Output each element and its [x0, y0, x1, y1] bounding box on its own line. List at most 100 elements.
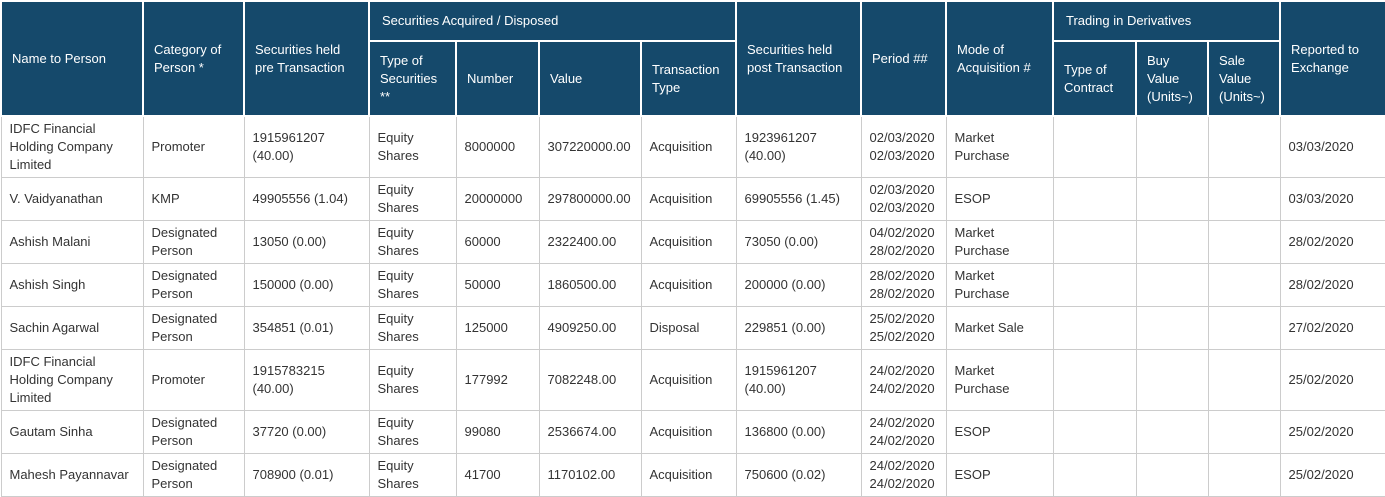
- cell-sec-type: Equity Shares: [368, 306, 457, 350]
- column-header-type-of-securities: Type of Securities **: [368, 40, 457, 117]
- group-header-trading-in-derivatives: Trading in Derivatives: [1051, 0, 1282, 42]
- cell-buy: [1135, 115, 1209, 178]
- period-to: 02/03/2020: [869, 148, 935, 163]
- cell-name: Gautam Sinha: [0, 410, 144, 454]
- cell-number: 125000: [455, 306, 540, 350]
- table-row: Mahesh Payannavar Designated Person 708900…: [0, 453, 1385, 497]
- cell-buy: [1135, 263, 1209, 307]
- period-from: 25/02/2020: [869, 311, 935, 326]
- cell-number: 50000: [455, 263, 540, 307]
- cell-number: 41700: [455, 453, 540, 497]
- cell-sale: [1207, 349, 1281, 411]
- cell-period: 04/02/2020 28/02/2020: [860, 220, 947, 264]
- column-header-category: Category of Person *: [142, 0, 245, 117]
- cell-sec-type: Equity Shares: [368, 220, 457, 264]
- period-to: 28/02/2020: [869, 286, 935, 301]
- cell-buy: [1135, 306, 1209, 350]
- table-row: Ashish Malani Designated Person 13050 (0.0…: [0, 220, 1385, 264]
- cell-mode: Market Purchase: [945, 115, 1054, 178]
- cell-value: 307220000.00: [538, 115, 642, 178]
- table-body: IDFC Financial Holding Company Limited Pr…: [0, 115, 1385, 497]
- period-to: 24/02/2020: [869, 433, 935, 448]
- cell-pre: 49905556 (1.04): [243, 177, 370, 221]
- cell-value: 1170102.00: [538, 453, 642, 497]
- cell-pre: 13050 (0.00): [243, 220, 370, 264]
- cell-sale: [1207, 453, 1281, 497]
- cell-period: 28/02/2020 28/02/2020: [860, 263, 947, 307]
- cell-buy: [1135, 177, 1209, 221]
- cell-contract: [1052, 410, 1137, 454]
- cell-post: 1915961207 (40.00): [735, 349, 862, 411]
- cell-pre: 1915961207 (40.00): [243, 115, 370, 178]
- cell-value: 2536674.00: [538, 410, 642, 454]
- cell-category: Designated Person: [142, 306, 245, 350]
- cell-mode: ESOP: [945, 453, 1054, 497]
- table-row: IDFC Financial Holding Company Limited Pr…: [0, 115, 1385, 178]
- cell-sec-type: Equity Shares: [368, 263, 457, 307]
- cell-post: 136800 (0.00): [735, 410, 862, 454]
- column-header-name: Name to Person: [0, 0, 144, 117]
- cell-contract: [1052, 453, 1137, 497]
- cell-contract: [1052, 177, 1137, 221]
- cell-mode: Market Purchase: [945, 263, 1054, 307]
- cell-contract: [1052, 220, 1137, 264]
- column-header-value: Value: [538, 40, 642, 117]
- cell-buy: [1135, 220, 1209, 264]
- cell-post: 69905556 (1.45): [735, 177, 862, 221]
- cell-pre: 37720 (0.00): [243, 410, 370, 454]
- cell-buy: [1135, 349, 1209, 411]
- cell-contract: [1052, 306, 1137, 350]
- cell-number: 60000: [455, 220, 540, 264]
- period-to: 24/02/2020: [869, 476, 935, 491]
- cell-category: Designated Person: [142, 410, 245, 454]
- period-from: 04/02/2020: [869, 225, 935, 240]
- cell-reported: 25/02/2020: [1279, 410, 1385, 454]
- cell-category: Designated Person: [142, 453, 245, 497]
- cell-period: 24/02/2020 24/02/2020: [860, 349, 947, 411]
- column-header-post-transaction: Securities held post Transaction: [735, 0, 862, 117]
- cell-value: 7082248.00: [538, 349, 642, 411]
- cell-post: 200000 (0.00): [735, 263, 862, 307]
- cell-category: KMP: [142, 177, 245, 221]
- cell-period: 24/02/2020 24/02/2020: [860, 453, 947, 497]
- cell-name: Mahesh Payannavar: [0, 453, 144, 497]
- cell-txn-type: Acquisition: [640, 453, 737, 497]
- column-header-period: Period ##: [860, 0, 947, 117]
- cell-name: Ashish Malani: [0, 220, 144, 264]
- cell-txn-type: Acquisition: [640, 115, 737, 178]
- table-header: Name to Person Category of Person * Secu…: [0, 0, 1385, 117]
- table-row: IDFC Financial Holding Company Limited Pr…: [0, 349, 1385, 411]
- column-header-mode-of-acquisition: Mode of Acquisition #: [945, 0, 1054, 117]
- cell-name: IDFC Financial Holding Company Limited: [0, 115, 144, 178]
- cell-reported: 25/02/2020: [1279, 453, 1385, 497]
- cell-value: 4909250.00: [538, 306, 642, 350]
- cell-sec-type: Equity Shares: [368, 453, 457, 497]
- table-row: Ashish Singh Designated Person 150000 (0.0…: [0, 263, 1385, 307]
- column-header-number: Number: [455, 40, 540, 117]
- cell-sec-type: Equity Shares: [368, 115, 457, 178]
- cell-value: 2322400.00: [538, 220, 642, 264]
- period-from: 24/02/2020: [869, 458, 935, 473]
- period-to: 25/02/2020: [869, 329, 935, 344]
- cell-mode: ESOP: [945, 177, 1054, 221]
- cell-mode: Market Purchase: [945, 220, 1054, 264]
- cell-reported: 03/03/2020: [1279, 177, 1385, 221]
- cell-name: IDFC Financial Holding Company Limited: [0, 349, 144, 411]
- column-header-type-of-contract: Type of Contract: [1052, 40, 1137, 117]
- cell-sale: [1207, 306, 1281, 350]
- cell-buy: [1135, 410, 1209, 454]
- cell-sale: [1207, 220, 1281, 264]
- table-row: Sachin Agarwal Designated Person 354851 (0…: [0, 306, 1385, 350]
- cell-txn-type: Acquisition: [640, 349, 737, 411]
- table-row: V. Vaidyanathan KMP 49905556 (1.04) Equity …: [0, 177, 1385, 221]
- cell-category: Designated Person: [142, 220, 245, 264]
- cell-reported: 28/02/2020: [1279, 220, 1385, 264]
- cell-reported: 28/02/2020: [1279, 263, 1385, 307]
- cell-reported: 27/02/2020: [1279, 306, 1385, 350]
- cell-reported: 25/02/2020: [1279, 349, 1385, 411]
- cell-value: 1860500.00: [538, 263, 642, 307]
- cell-contract: [1052, 263, 1137, 307]
- column-header-buy-value: Buy Value (Units~): [1135, 40, 1209, 117]
- period-from: 24/02/2020: [869, 415, 935, 430]
- cell-sale: [1207, 177, 1281, 221]
